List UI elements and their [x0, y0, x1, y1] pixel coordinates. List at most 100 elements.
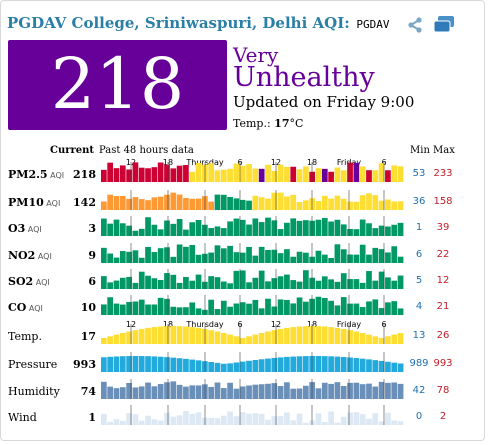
sparkline-bar [176, 384, 183, 399]
sparkline-bar [290, 420, 297, 425]
sparkline-bar [239, 199, 246, 210]
sparkline-bar [239, 252, 246, 263]
sparkline-bar [176, 358, 183, 372]
sparkline-bar [277, 276, 284, 289]
sparkline-bar [113, 388, 120, 399]
sparkline-bar [113, 219, 120, 236]
sparkline-bar [107, 297, 114, 315]
sparkline-bar [107, 336, 114, 344]
sparkline-bar [347, 330, 353, 344]
sparkline-bar [246, 200, 252, 210]
sparkline-bar [145, 382, 151, 399]
sparkline-bar [366, 170, 372, 182]
aqi-level-line2: Unhealthy [233, 62, 375, 93]
embed-icon[interactable] [432, 15, 456, 35]
row-unit: AQI [33, 278, 50, 287]
sparkline-bar [164, 298, 170, 315]
sparkline-bar [378, 360, 385, 372]
sparkline-bar [353, 412, 360, 425]
sparkline-bar [321, 356, 328, 372]
sparkline-bar [101, 357, 107, 372]
sparkline-bar [353, 303, 360, 315]
sparkline-bar [290, 303, 297, 315]
sparkline-bar [227, 382, 233, 399]
sparkline-bar [284, 274, 290, 289]
sparkline-bar [176, 194, 183, 210]
sparkline-bar [397, 256, 404, 263]
row-min-value: 13 [412, 330, 426, 341]
sparkline-bar [189, 171, 196, 182]
sparkline-bar [101, 218, 107, 236]
sparkline-bar [119, 356, 126, 372]
sparkline-bar [113, 257, 120, 263]
sparkline-bar [208, 163, 215, 182]
sparkline-bar [315, 413, 322, 425]
sparkline-bar [183, 326, 189, 344]
sparkline-bar [183, 165, 189, 182]
sparkline-bar [372, 360, 379, 372]
sparkline-bar [132, 230, 139, 236]
sparkline-bar [214, 382, 221, 399]
sparkline-bar [208, 330, 215, 344]
sparkline-bar [328, 327, 334, 344]
sparkline-bar [372, 413, 379, 425]
sparkline-bar [107, 386, 114, 399]
sparkline-bar [157, 420, 164, 425]
sparkline-bar [239, 270, 246, 289]
temp-value: 17 [274, 117, 290, 130]
sparkline-bar [138, 386, 145, 399]
sparkline-bar [347, 201, 353, 210]
sparkline-bar [195, 412, 202, 425]
sparkline-bar [126, 225, 132, 236]
row-label: Humidity [8, 385, 60, 398]
sparkline-bar [334, 281, 341, 289]
sparkline-bar [334, 305, 341, 315]
sparkline-bar [189, 327, 196, 344]
sparkline-bar [132, 414, 139, 425]
history-sparkline [101, 162, 404, 182]
row-name: Humidity [8, 385, 60, 398]
sparkline-bar [107, 421, 114, 425]
sparkline-bar [214, 418, 221, 425]
sparkline-bar [220, 333, 227, 344]
sparkline-bar [252, 168, 259, 182]
sparkline-bar [315, 388, 322, 399]
sparkline-bar [233, 163, 240, 182]
sparkline-bar [239, 219, 246, 236]
row-unit: AQI [26, 304, 43, 313]
sparkline-bar [119, 251, 126, 263]
sparkline-bar [183, 358, 189, 372]
sparkline-bar [176, 282, 183, 289]
share-icon[interactable] [407, 17, 423, 33]
row-min-value: 989 [409, 358, 429, 369]
sparkline-bar [208, 276, 215, 289]
sparkline-bar [385, 382, 391, 399]
station-name: PGDAV College, Sriniwaspuri, Delhi AQI [7, 14, 345, 32]
sparkline-bar [296, 220, 303, 236]
sparkline-bar [359, 358, 366, 372]
sparkline-bar [347, 357, 353, 372]
sparkline-bar [353, 279, 360, 289]
sparkline-bar [119, 165, 126, 182]
sparkline-bar [101, 276, 107, 289]
sparkline-bar [195, 198, 202, 210]
sparkline-bar [284, 249, 290, 263]
sparkline-bar [113, 303, 120, 315]
sparkline-bar [378, 381, 385, 399]
sparkline-bar [145, 415, 151, 425]
sparkline-bar [101, 247, 107, 263]
sparkline-bar [239, 302, 246, 315]
sparkline-bar [378, 421, 385, 425]
sparkline-bar [183, 198, 189, 210]
sparkline-bar [208, 228, 215, 236]
row-label: SO2 AQI [8, 275, 50, 288]
row-current-value: 3 [88, 222, 96, 235]
sparkline-bar [119, 223, 126, 236]
sparkline-bar [208, 201, 215, 210]
row-max-value: 21 [436, 301, 450, 312]
sparkline-bar [385, 277, 391, 289]
aqi-value: 218 [50, 43, 185, 125]
sparkline-bar [385, 199, 391, 210]
sparkline-bar [214, 309, 221, 315]
sparkline-bar [233, 252, 240, 263]
